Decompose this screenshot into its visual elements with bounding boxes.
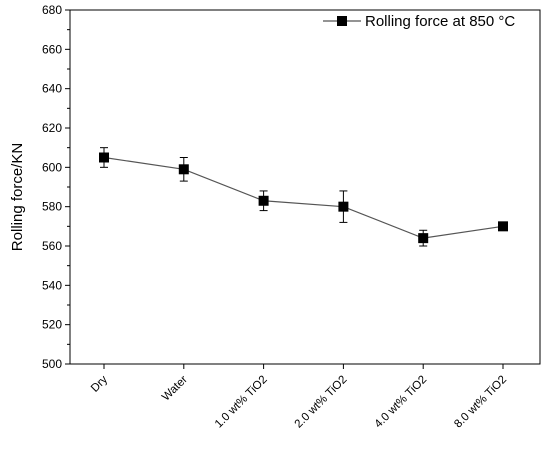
plot-frame <box>69 9 541 365</box>
y-tick-label: 620 <box>42 121 62 135</box>
x-tick-label: 2.0 wt% TiO2 <box>293 374 350 431</box>
series-layer <box>99 147 508 247</box>
x-tick-label: Water <box>160 374 190 404</box>
y-tick-label: 500 <box>42 357 62 371</box>
y-axis-label: Rolling force/KN <box>9 143 26 251</box>
x-axis: Dry Water 1.0 wt% TiO2 2.0 wt% TiO2 4.0 wt% … <box>89 364 509 430</box>
legend-marker <box>337 16 347 26</box>
x-tick-label: 8.0 wt% TiO2 <box>452 374 509 431</box>
data-point <box>99 152 109 163</box>
x-tick-label: 4.0 wt% TiO2 <box>372 374 429 431</box>
y-tick-label: 600 <box>42 160 62 174</box>
y-tick-label: 640 <box>42 82 62 96</box>
x-tick-label: 1.0 wt% TiO2 <box>213 374 270 431</box>
series-line <box>103 156 504 239</box>
data-point <box>338 201 349 212</box>
y-tick-label: 540 <box>42 278 62 292</box>
data-point <box>258 195 269 206</box>
data-point <box>418 233 429 244</box>
legend: Rolling force at 850 °C <box>323 13 515 30</box>
y-axis: 500 520 540 560 580 600 620 640 660 680 <box>42 3 70 371</box>
data-point <box>178 164 189 175</box>
y-tick-label: 560 <box>42 239 62 253</box>
y-tick-label: 520 <box>42 318 62 332</box>
y-tick-label: 580 <box>42 200 62 214</box>
data-point <box>498 221 508 232</box>
x-tick-label: Dry <box>89 373 110 394</box>
y-tick-label: 660 <box>42 42 62 56</box>
legend-label: Rolling force at 850 °C <box>365 13 515 30</box>
y-tick-label: 680 <box>42 3 62 17</box>
